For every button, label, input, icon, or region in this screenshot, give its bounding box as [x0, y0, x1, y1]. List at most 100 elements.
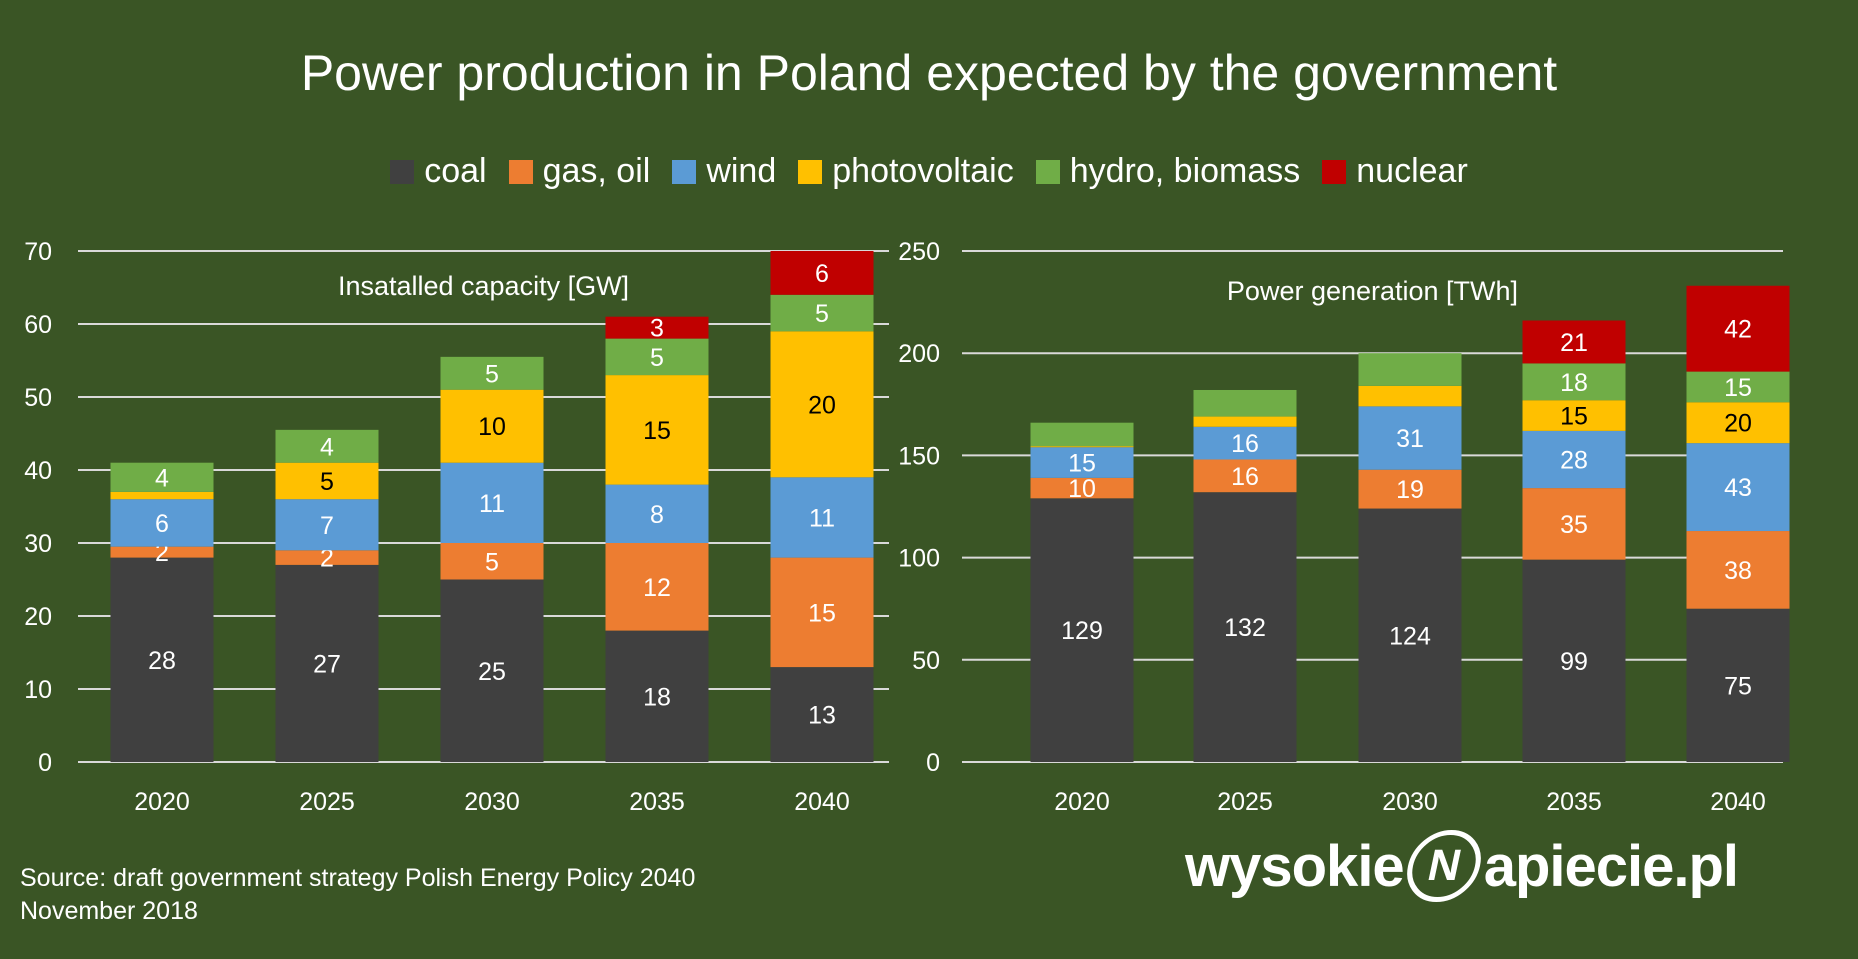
- bar-coal-2030: [1358, 508, 1462, 762]
- legend-item-coal: coal: [390, 152, 487, 191]
- data-label: 5: [485, 360, 499, 388]
- data-label: 3: [650, 315, 664, 343]
- bar-hydro-biomass-2025: [1193, 389, 1297, 417]
- data-label: 13: [808, 702, 836, 730]
- bar-gas-oil-2040: [1686, 531, 1790, 609]
- legend-swatch: [1322, 159, 1347, 184]
- bar-photovoltaic-2030: [1358, 385, 1462, 407]
- bar-hydro-biomass-2025: [275, 429, 379, 463]
- legend-swatch: [390, 159, 415, 184]
- legend-label: nuclear: [1356, 152, 1468, 190]
- data-label: 129: [1061, 617, 1103, 645]
- data-label: 25: [478, 658, 506, 686]
- bar-photovoltaic-2020: [110, 491, 214, 500]
- panel-title: Power generation [TWh]: [1227, 276, 1518, 306]
- bar-coal-2035: [605, 630, 709, 762]
- data-label: 28: [1560, 446, 1588, 474]
- data-label: 20: [1724, 410, 1752, 438]
- bar-nuclear-2035: [1522, 320, 1626, 364]
- chart-1: 0 50 100 150 200 250 Power generation [TWh] 129…: [898, 238, 1790, 816]
- data-label: 38: [1724, 557, 1752, 585]
- data-label: 5: [485, 548, 499, 576]
- y-tick-label: 100: [898, 545, 940, 573]
- y-tick-label: 10: [24, 676, 52, 704]
- legend-swatch: [798, 159, 823, 184]
- source-line: Source: draft government strategy Polish…: [20, 864, 696, 892]
- bar-gas-oil-2025: [1193, 459, 1297, 493]
- x-tick-label: 2040: [794, 788, 850, 816]
- x-tick-label: 2020: [1054, 788, 1110, 816]
- y-tick-label: 70: [24, 238, 52, 266]
- data-label: 10: [1068, 475, 1096, 503]
- data-label: 42: [1724, 316, 1752, 344]
- y-tick-label: 0: [926, 749, 940, 777]
- bar-hydro-biomass-2035: [1522, 363, 1626, 401]
- bar-wind-2035: [605, 484, 709, 543]
- legend-label: coal: [424, 152, 487, 190]
- y-tick-label: 200: [898, 340, 940, 368]
- data-label: 4: [320, 433, 334, 461]
- data-label: 4: [155, 464, 169, 492]
- bar-hydro-biomass-2020: [1030, 422, 1134, 447]
- bar-coal-2020: [1030, 498, 1134, 762]
- bar-hydro-biomass-2030: [1358, 353, 1462, 386]
- panel-title: Insatalled capacity [GW]: [338, 271, 629, 301]
- data-label: 35: [1560, 511, 1588, 539]
- data-label: 5: [650, 344, 664, 372]
- data-label: 99: [1560, 648, 1588, 676]
- data-label: 16: [1231, 463, 1259, 491]
- bar-gas-oil-2040: [770, 557, 874, 668]
- data-label: 15: [643, 417, 671, 445]
- bar-gas-oil-2025: [275, 550, 379, 565]
- y-tick-label: 0: [38, 749, 52, 777]
- y-tick-label: 60: [24, 311, 52, 339]
- data-label: 6: [815, 260, 829, 288]
- data-label: 132: [1224, 614, 1266, 642]
- data-label: 18: [1560, 369, 1588, 397]
- bar-wind-2040: [1686, 443, 1790, 532]
- data-label: 15: [1068, 450, 1096, 478]
- y-tick-label: 250: [898, 238, 940, 266]
- bar-hydro-biomass-2030: [440, 356, 544, 390]
- y-tick-label: 40: [24, 457, 52, 485]
- legend-label: gas, oil: [542, 152, 651, 190]
- legend-swatch: [672, 159, 697, 184]
- source-date: November 2018: [20, 897, 198, 925]
- x-tick-label: 2030: [1382, 788, 1438, 816]
- bar-wind-2025: [1193, 426, 1297, 460]
- bar-coal-2025: [275, 564, 379, 762]
- data-label: 15: [1560, 403, 1588, 431]
- bar-photovoltaic-2025: [275, 462, 379, 500]
- bar-hydro-biomass-2040: [1686, 371, 1790, 403]
- bar-gas-oil-2020: [1030, 477, 1134, 499]
- legend-item-wind: wind: [672, 152, 776, 191]
- legend-label: hydro, biomass: [1069, 152, 1301, 190]
- logo-right: apiecie.pl: [1483, 833, 1739, 899]
- bar-photovoltaic-2035: [605, 375, 709, 485]
- bar-coal-2020: [110, 557, 214, 762]
- legend-item-gas-oil: gas, oil: [508, 152, 651, 191]
- bar-photovoltaic-2040: [770, 331, 874, 478]
- bar-gas-oil-2030: [440, 543, 544, 580]
- bar-hydro-biomass-2040: [770, 294, 874, 332]
- bar-gas-oil-2030: [1358, 469, 1462, 509]
- data-label: 5: [320, 468, 334, 496]
- data-label: 27: [313, 650, 341, 678]
- data-label: 21: [1560, 329, 1588, 357]
- bar-gas-oil-2035: [1522, 488, 1626, 560]
- bar-coal-2035: [1522, 559, 1626, 762]
- data-label: 10: [478, 413, 506, 441]
- bar-coal-2040: [1686, 608, 1790, 762]
- x-tick-label: 2025: [299, 788, 355, 816]
- data-label: 18: [643, 683, 671, 711]
- x-tick-label: 2040: [1710, 788, 1766, 816]
- logo-left: wysokie: [1185, 833, 1405, 899]
- data-label: 43: [1724, 474, 1752, 502]
- data-label: 2: [320, 545, 334, 573]
- data-label: 8: [650, 501, 664, 529]
- legend: coal gas, oil wind photovoltaic hydro, bioma…: [0, 152, 1858, 191]
- bar-gas-oil-2020: [110, 546, 214, 558]
- bar-wind-2040: [770, 477, 874, 558]
- data-label: 15: [808, 599, 836, 627]
